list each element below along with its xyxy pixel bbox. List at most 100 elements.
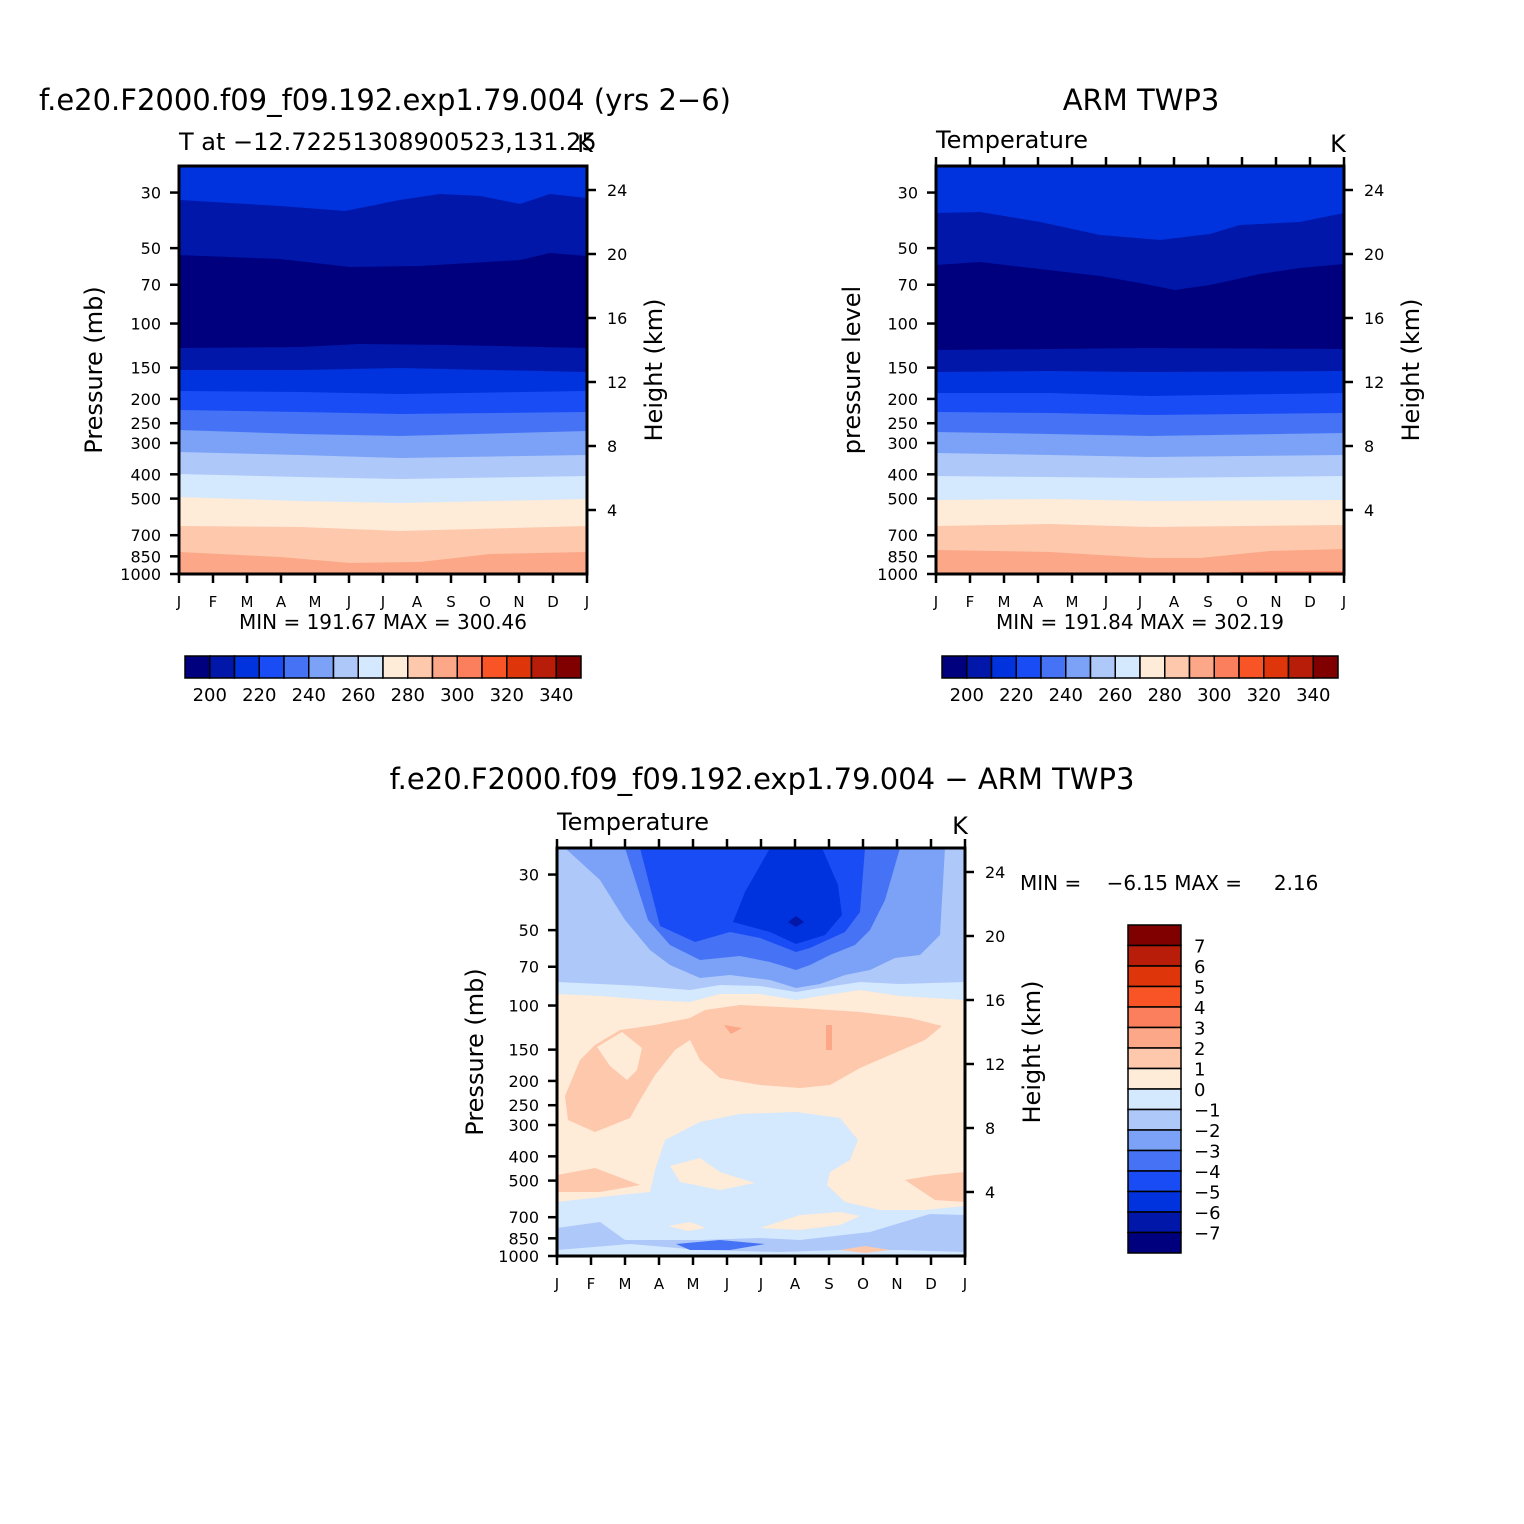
model-right-string: K	[577, 130, 594, 158]
colorbar-label: −4	[1194, 1162, 1221, 1183]
colorbar-label: 0	[1194, 1080, 1205, 1101]
diff-y-tick-label: 300	[508, 1116, 539, 1135]
diff-y-tick-label: 30	[519, 866, 539, 885]
colorbar-box	[1089, 655, 1116, 679]
colorbar-label: 7	[1194, 937, 1205, 958]
obs-x-tick-label: M	[998, 593, 1011, 611]
obs-x-tick-label: O	[1236, 593, 1248, 611]
obs-right-string: K	[1330, 130, 1347, 158]
diff-y2-tick-label: 24	[985, 863, 1005, 882]
colorbar-box	[1127, 924, 1182, 947]
obs-left-string: Temperature	[935, 126, 1088, 154]
obs-x-tick-label: J	[1137, 593, 1142, 611]
diff-band	[565, 1005, 942, 1132]
colorbar-box	[1127, 1190, 1182, 1213]
diff-y-tick-label: 50	[519, 921, 539, 940]
diff-y-tick-label: 100	[508, 997, 539, 1016]
colorbar-box	[1127, 1129, 1182, 1152]
model-x-tick-label: O	[479, 593, 491, 611]
colorbar-box	[1188, 655, 1215, 679]
colorbar-box	[233, 655, 260, 679]
colorbar-box	[1287, 655, 1314, 679]
model-band	[179, 552, 587, 574]
colorbar-label: 280	[1148, 685, 1182, 706]
model-y2-tick-label: 20	[607, 245, 627, 264]
diff-x-tick-label: J	[758, 1275, 763, 1293]
diff-x-tick-label: F	[587, 1275, 596, 1293]
model-left-string: T at −12.72251308900523,131.25	[178, 128, 597, 156]
diff-band	[557, 1214, 965, 1256]
model-x-tick-label: M	[241, 593, 254, 611]
colorbar-box	[1114, 655, 1141, 679]
diff-y-tick-label: 400	[508, 1147, 539, 1166]
model-y-tick-label: 150	[130, 359, 161, 378]
diff-y-tick-label: 250	[508, 1096, 539, 1115]
colorbar-box	[1065, 655, 1092, 679]
model-y2-tick-label: 4	[607, 501, 617, 520]
colorbar-box	[1127, 985, 1182, 1008]
diff-band	[676, 1240, 765, 1250]
colorbar-box	[184, 655, 211, 679]
diff-ylabel: Pressure (mb)	[461, 968, 489, 1135]
model-y-tick-label: 850	[130, 547, 161, 566]
model-y-tick-label: 70	[141, 276, 161, 295]
model-x-tick-label: A	[412, 593, 423, 611]
colorbar-box	[506, 655, 533, 679]
obs-y-tick-label: 150	[887, 359, 918, 378]
diff-y-tick-label: 1000	[498, 1247, 539, 1266]
diff-x-tick-label: A	[790, 1275, 801, 1293]
model-y2-tick-label: 8	[607, 437, 617, 456]
colorbar-label: 260	[1098, 685, 1132, 706]
obs-stats: MIN = 191.84 MAX = 302.19	[996, 610, 1284, 634]
model-ylabel: Pressure (mb)	[80, 286, 108, 453]
model-y-tick-label: 100	[130, 315, 161, 334]
colorbar-box	[966, 655, 993, 679]
model-x-tick-label: J	[176, 593, 181, 611]
model-stats: MIN = 191.67 MAX = 300.46	[239, 610, 527, 634]
colorbar-box	[1263, 655, 1290, 679]
panel-model: f.e20.F2000.f09_f09.192.exp1.79.004 (yrs…	[39, 83, 731, 706]
colorbar-label: 240	[1049, 685, 1083, 706]
colorbar-box	[1312, 655, 1339, 679]
colorbar-label: 2	[1194, 1039, 1205, 1060]
model-x-tick-label: J	[346, 593, 351, 611]
colorbar-box	[1127, 1006, 1182, 1029]
colorbar-label: 4	[1194, 998, 1205, 1019]
model-y-tick-label: 1000	[120, 565, 161, 584]
diff-band	[557, 1168, 640, 1192]
diff-right-string: K	[952, 812, 969, 840]
diff-y2-tick-label: 12	[985, 1055, 1005, 1074]
model-contours	[179, 166, 587, 574]
model-y-tick-label: 400	[130, 465, 161, 484]
model-y2-tick-label: 16	[607, 309, 627, 328]
obs-colorbar: 200 220 240 260 280 300 320 340	[941, 655, 1339, 706]
colorbar-box	[555, 655, 582, 679]
colorbar-box	[1127, 965, 1182, 988]
obs-y2-tick-label: 4	[1364, 501, 1374, 520]
diff-y2label: Height (km)	[1018, 981, 1046, 1124]
obs-y2-tick-label: 8	[1364, 437, 1374, 456]
colorbar-box	[407, 655, 434, 679]
colorbar-label: 320	[490, 685, 524, 706]
diff-y2-tick-label: 16	[985, 991, 1005, 1010]
diff-band	[557, 1244, 965, 1256]
model-y-tick-label: 50	[141, 239, 161, 258]
colorbar-label: 300	[440, 685, 474, 706]
model-y-tick-label: 200	[130, 390, 161, 409]
model-y-tick-label: 500	[130, 490, 161, 509]
model-x-tick-label: F	[209, 593, 218, 611]
obs-y2-tick-label: 20	[1364, 245, 1384, 264]
colorbar-label: 220	[242, 685, 276, 706]
obs-y-tick-label: 850	[887, 547, 918, 566]
colorbar-box	[1015, 655, 1042, 679]
obs-x-tick-label: A	[1033, 593, 1044, 611]
colorbar-box	[990, 655, 1017, 679]
colorbar-label: −1	[1194, 1101, 1221, 1122]
diff-y-tick-label: 500	[508, 1172, 539, 1191]
colorbar-label: 6	[1194, 957, 1205, 978]
colorbar-label: −2	[1194, 1121, 1221, 1142]
model-x-tick-label: M	[309, 593, 322, 611]
diff-band	[788, 916, 804, 927]
